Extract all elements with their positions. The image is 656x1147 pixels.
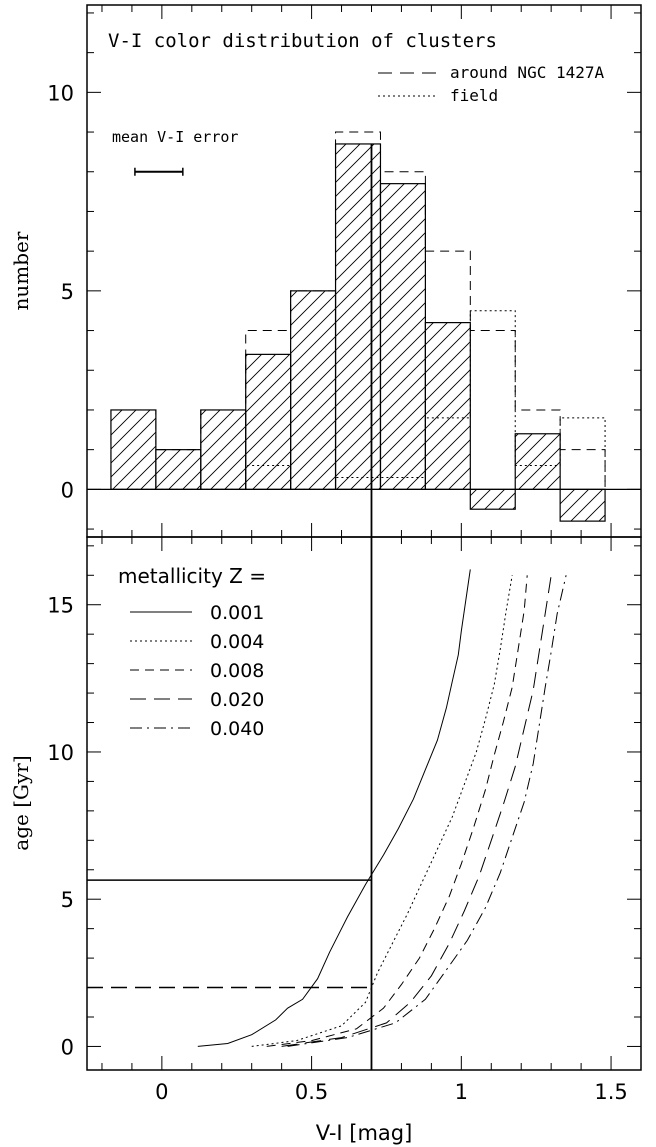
isochrone-z-0.020	[281, 575, 552, 1047]
age-color-axes: 0 5 10 15 0 0.5 1 1.5	[47, 536, 642, 1104]
x-axis-label: V-I [mag]	[316, 1121, 413, 1145]
metallicity-legend-entries: 0.001 0.004 0.008 0.020 0.040	[130, 602, 264, 740]
x-tick-label-3: 1.5	[594, 1080, 627, 1104]
legend-label-around-ngc: around NGC 1427A	[450, 63, 604, 82]
legend-label-z-0.001: 0.001	[210, 602, 264, 624]
x-tick-label-0: 0	[155, 1080, 168, 1104]
x-tick-label-1: 0.5	[295, 1080, 328, 1104]
age-y-tick-label-5: 5	[61, 888, 74, 912]
y-tick-label-5: 5	[61, 280, 74, 304]
legend-title: metallicity Z =	[118, 564, 266, 588]
error-bar-annotation: mean V-I error	[112, 128, 238, 176]
hist-bar-1	[155, 449, 202, 490]
hist-bar-7	[424, 322, 471, 490]
age-y-tick-label-0: 0	[61, 1035, 74, 1059]
hist-bar-0	[110, 409, 157, 490]
y-tick-label-0: 0	[61, 478, 74, 502]
histogram-marks	[87, 131, 641, 522]
age-color-marks	[87, 569, 567, 1047]
isochrone-z-0.008	[266, 575, 528, 1047]
hist-bar-9	[514, 433, 561, 490]
hist-bar-8	[469, 488, 516, 510]
legend-label-z-0.020: 0.020	[210, 689, 264, 711]
histogram-y-axis-label: number	[9, 231, 33, 310]
error-bar-label: mean V-I error	[112, 128, 238, 146]
age-y-tick-label-10: 10	[47, 741, 74, 765]
legend-label-z-0.008: 0.008	[210, 660, 264, 682]
hist-bar-4	[290, 290, 337, 490]
y-tick-label-10: 10	[47, 81, 74, 105]
histogram-title: V-I color distribution of clusters	[108, 30, 497, 52]
hist-bar-5	[334, 143, 382, 490]
x-tick-label-2: 1	[455, 1080, 468, 1104]
hist-bar-10	[559, 488, 606, 522]
legend-label-field: field	[450, 86, 498, 105]
histogram-legend: around NGC 1427A field	[378, 63, 604, 105]
isochrone-z-0.040	[287, 575, 567, 1047]
isochrone-z-0.001	[197, 569, 471, 1047]
age-y-tick-label-15: 15	[47, 594, 74, 618]
step-line-field	[110, 310, 606, 490]
hist-bar-6	[379, 183, 426, 490]
legend-label-z-0.004: 0.004	[210, 631, 264, 653]
hist-bar-3	[245, 353, 292, 490]
hist-bar-2	[200, 409, 247, 490]
step-line-around-ngc	[110, 131, 606, 490]
age-frame	[86, 536, 642, 1071]
isochrone-z-0.004	[251, 575, 513, 1047]
metallicity-legend: metallicity Z = 0.001 0.004 0.008 0.020 0.04…	[118, 564, 266, 740]
age-y-axis-label: age [Gyr]	[9, 755, 33, 850]
age-color-panel: 0 5 10 15 0 0.5 1 1.5 age [Gyr] V-I [mag] metal…	[9, 536, 642, 1145]
error-bar-mark	[134, 167, 184, 176]
legend-label-z-0.040: 0.040	[210, 718, 264, 740]
